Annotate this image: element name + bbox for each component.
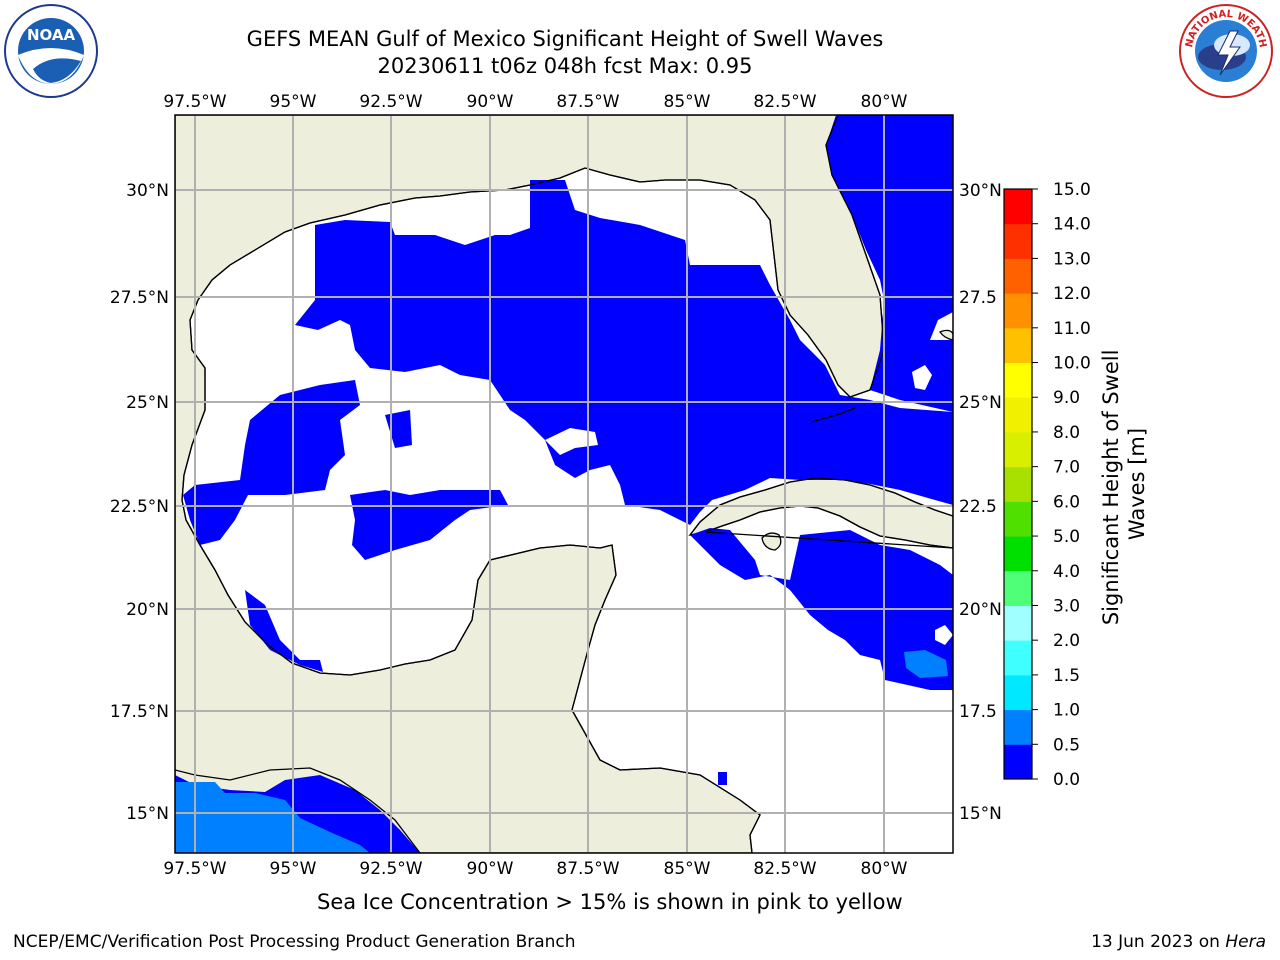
colorbar-tick-label: 11.0 [1053, 319, 1091, 339]
colorbar-ticks: 0.0 0.5 1.0 1.5 2.0 3.0 4.0 5.0 6.0 7.0 8.0 9.0 10.0… [1032, 180, 1091, 790]
lon-tick-label: 80°W [861, 92, 908, 112]
wave-field-mid [175, 650, 948, 853]
colorbar-segment [1004, 223, 1032, 259]
colorbar-segment [1004, 466, 1032, 502]
colorbar-tick-label: 0.0 [1053, 770, 1080, 790]
lat-tick-label: 30°N [126, 181, 169, 201]
colorbar-tick-label: 4.0 [1053, 562, 1080, 582]
colorbar-segment [1004, 431, 1032, 468]
colorbar-tick-label: 7.0 [1053, 458, 1080, 478]
colorbar-tick-label: 2.0 [1053, 631, 1080, 651]
colorbar-segment [1004, 258, 1032, 294]
chart-subtitle: 20230611 t06z 048h fcst Max: 0.95 [377, 54, 753, 78]
wave-field-gaps [350, 365, 953, 645]
lat-tick-label: 27.5°N [110, 288, 169, 308]
longitude-gridlines [194, 115, 885, 853]
lon-tick-label: 85°W [664, 92, 711, 112]
colorbar-tick-label: 8.0 [1053, 423, 1080, 443]
lat-tick-label: 30°N [959, 181, 1002, 201]
wave-field-low [175, 115, 953, 853]
lat-tick-label: 17.5 [959, 702, 997, 722]
colorbar-tick-label: 1.5 [1053, 666, 1080, 686]
lon-tick-label: 87.5°W [556, 859, 619, 879]
lon-tick-label: 95°W [270, 92, 317, 112]
colorbar-label: Significant Height of Swell Waves [m] [1099, 343, 1149, 625]
footer-credit: NCEP/EMC/Verification Post Processing Pr… [13, 932, 576, 952]
lon-tick-label: 95°W [270, 859, 317, 879]
map-frame [174, 114, 954, 854]
colorbar-segment [1004, 293, 1032, 329]
latitude-labels-left: 30°N 27.5°N 25°N 22.5°N 20°N 17.5°N 15°N [110, 181, 169, 824]
colorbar-segment [1004, 674, 1032, 711]
colorbar-segment [1004, 744, 1032, 780]
svg-text:NOAA: NOAA [27, 26, 76, 44]
colorbar-tick-label: 0.5 [1053, 735, 1080, 755]
longitude-labels-top: 97.5°W 95°W 92.5°W 90°W 87.5°W 85°W 82.5°W 80°W [163, 92, 907, 112]
lon-tick-label: 97.5°W [163, 92, 226, 112]
lon-tick-label: 85°W [664, 859, 711, 879]
colorbar-tick-label: 3.0 [1053, 596, 1080, 616]
sea-ice-caption: Sea Ice Concentration > 15% is shown in … [317, 890, 903, 914]
lat-tick-label: 22.5 [959, 497, 997, 517]
colorbar [1004, 189, 1032, 780]
lat-tick-label: 22.5°N [110, 497, 169, 517]
lat-tick-label: 25°N [959, 393, 1002, 413]
colorbar-tick-label: 6.0 [1053, 492, 1080, 512]
footer-date: 13 Jun 2023 on Hera [1091, 932, 1266, 952]
colorbar-segment [1004, 640, 1032, 676]
lat-tick-label: 15°N [126, 804, 169, 824]
colorbar-frame [1003, 188, 1033, 780]
colorbar-tick-label: 15.0 [1053, 180, 1091, 200]
colorbar-segment [1004, 709, 1032, 745]
colorbar-segment [1004, 189, 1032, 225]
lat-tick-label: 17.5°N [110, 702, 169, 722]
lon-tick-label: 90°W [467, 859, 514, 879]
lon-tick-label: 92.5°W [359, 859, 422, 879]
lon-tick-label: 87.5°W [556, 92, 619, 112]
land-isla-juventud [761, 532, 782, 551]
lon-tick-label: 82.5°W [753, 92, 816, 112]
chart-title: GEFS MEAN Gulf of Mexico Significant Hei… [246, 27, 884, 51]
colorbar-tick-label: 1.0 [1053, 701, 1080, 721]
lat-tick-label: 25°N [126, 393, 169, 413]
latitude-gridlines [175, 189, 953, 814]
latitude-labels-right: 30°N 27.5 25°N 22.5 20°N 17.5 15°N [959, 181, 1002, 824]
colorbar-tick-label: 5.0 [1053, 527, 1080, 547]
colorbar-segment [1004, 536, 1032, 572]
colorbar-segment [1004, 605, 1032, 641]
lon-tick-label: 92.5°W [359, 92, 422, 112]
colorbar-segment [1004, 570, 1032, 606]
lat-tick-label: 20°N [126, 600, 169, 620]
lat-tick-label: 20°N [959, 600, 1002, 620]
nws-logo: NATIONAL WEATHER SERVICE [1178, 3, 1273, 98]
colorbar-tick-label: 13.0 [1053, 249, 1091, 269]
colorbar-tick-label: 14.0 [1053, 215, 1091, 235]
lon-tick-label: 97.5°W [163, 859, 226, 879]
colorbar-segment [1004, 501, 1032, 537]
lat-tick-label: 15°N [959, 804, 1002, 824]
lon-tick-label: 90°W [467, 92, 514, 112]
colorbar-segment [1004, 397, 1032, 433]
colorbar-tick-label: 9.0 [1053, 388, 1080, 408]
longitude-labels-bottom: 97.5°W 95°W 92.5°W 90°W 87.5°W 85°W 82.5°W 80°W [163, 859, 907, 879]
lon-tick-label: 80°W [861, 859, 908, 879]
land-small-bahamas [939, 329, 953, 341]
lon-tick-label: 82.5°W [753, 859, 816, 879]
noaa-logo: NOAA [4, 4, 98, 98]
colorbar-tick-label: 10.0 [1053, 354, 1091, 374]
colorbar-segment [1004, 327, 1032, 364]
lat-tick-label: 27.5 [959, 288, 997, 308]
colorbar-segment [1004, 362, 1032, 398]
colorbar-tick-label: 12.0 [1053, 284, 1091, 304]
